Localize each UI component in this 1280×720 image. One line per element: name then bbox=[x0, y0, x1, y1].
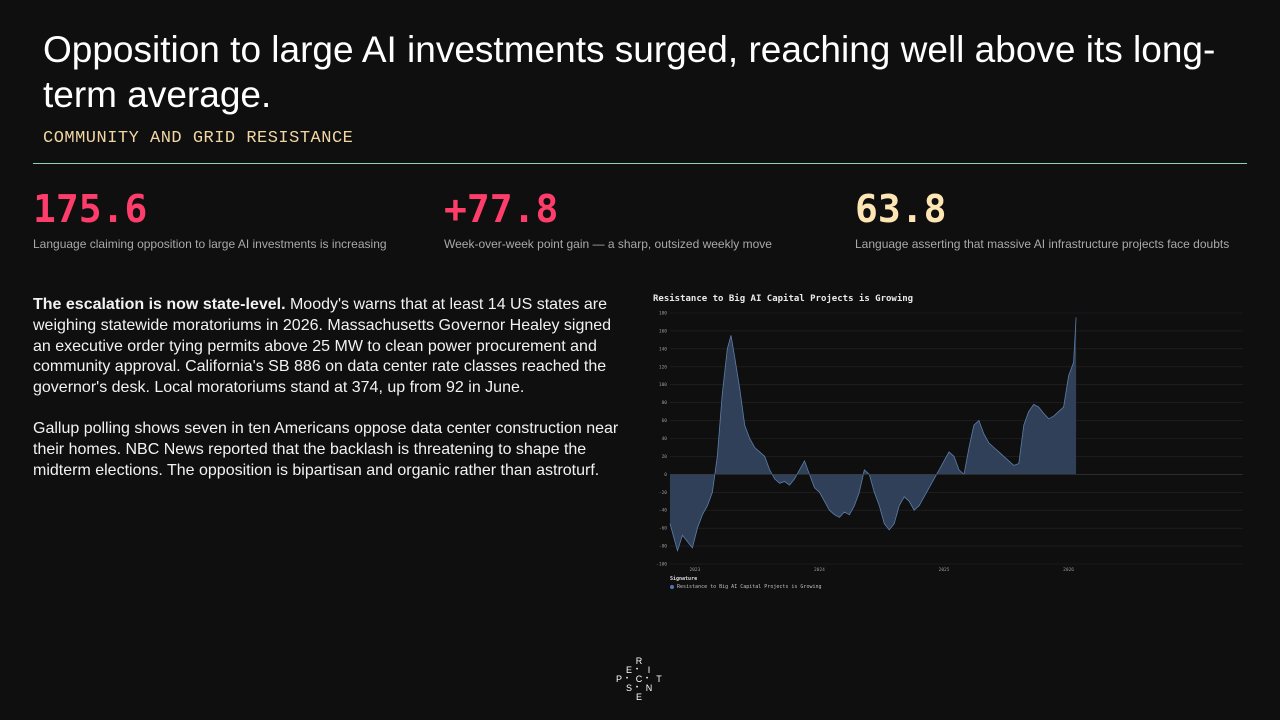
y-tick-label: -60 bbox=[659, 526, 667, 532]
series-area bbox=[670, 317, 1077, 551]
legend-swatch bbox=[670, 585, 674, 589]
x-tick-label: 2026 bbox=[1063, 567, 1074, 573]
chart: Resistance to Big AI Capital Projects is… bbox=[651, 290, 1251, 595]
x-tick-label: 2023 bbox=[689, 567, 700, 573]
body-text: The escalation is now state-level. Moody… bbox=[33, 295, 633, 501]
chart-title: Resistance to Big AI Capital Projects is… bbox=[653, 294, 914, 304]
y-tick-label: 80 bbox=[662, 400, 668, 406]
y-tick-label: -20 bbox=[659, 490, 667, 496]
logo-dot: • bbox=[635, 667, 639, 673]
y-tick-label: 160 bbox=[659, 328, 667, 334]
logo-letter: C bbox=[635, 674, 643, 684]
y-tick-label: -80 bbox=[659, 544, 667, 550]
legend-entry: Resistance to Big AI Capital Projects is… bbox=[670, 584, 822, 590]
logo-letter: E bbox=[625, 665, 632, 675]
logo-letter: P bbox=[615, 674, 622, 684]
y-tick-label: 0 bbox=[664, 472, 667, 478]
stat-block-doubts: 63.8 Language asserting that massive AI … bbox=[855, 186, 1245, 252]
logo: R E I P C T S N E • • • • bbox=[612, 656, 668, 702]
stat-description: Week-over-week point gain — a sharp, out… bbox=[444, 237, 772, 251]
stat-value: 175.6 bbox=[33, 187, 148, 231]
logo-letter: R bbox=[635, 656, 643, 666]
chart-plot: -100 -80 -60 -40 -20 0 20 40 60 80 100 120 140 160 180… bbox=[656, 311, 1243, 573]
stat-description: Language asserting that massive AI infra… bbox=[855, 237, 1230, 251]
stat-block-weekly-gain: +77.8 Week-over-week point gain — a shar… bbox=[444, 186, 834, 252]
logo-letter: N bbox=[645, 683, 653, 693]
stat-description: Language claiming opposition to large AI… bbox=[33, 237, 387, 251]
logo-letter: S bbox=[625, 683, 632, 693]
logo-dot: • bbox=[635, 685, 639, 691]
stat-value: +77.8 bbox=[444, 187, 559, 231]
y-tick-label: 40 bbox=[662, 436, 668, 442]
stat-block-opposition: 175.6 Language claiming opposition to la… bbox=[33, 186, 423, 252]
page-title: Opposition to large AI investments surge… bbox=[43, 29, 1216, 115]
legend-label: Resistance to Big AI Capital Projects is… bbox=[677, 584, 822, 590]
legend-title: Signature bbox=[670, 576, 698, 582]
y-tick-label: -100 bbox=[656, 562, 667, 568]
stat-value: 63.8 bbox=[855, 187, 947, 231]
divider-rule bbox=[33, 163, 1247, 164]
body-paragraph-2: Gallup polling shows seven in ten Americ… bbox=[33, 419, 619, 479]
y-tick-label: 100 bbox=[659, 382, 667, 388]
x-tick-label: 2024 bbox=[814, 567, 825, 573]
logo-letter: I bbox=[647, 665, 651, 675]
y-tick-label: 20 bbox=[662, 454, 668, 460]
logo-dot: • bbox=[645, 676, 649, 682]
y-tick-label: -40 bbox=[659, 508, 667, 514]
y-tick-label: 60 bbox=[662, 418, 668, 424]
body-paragraph-1-text: Moody's warns that at least 14 US states… bbox=[33, 296, 612, 397]
x-tick-label: 2025 bbox=[939, 567, 950, 573]
page-subtitle: COMMUNITY AND GRID RESISTANCE bbox=[43, 129, 354, 148]
y-tick-label: 180 bbox=[659, 311, 667, 317]
logo-letter: T bbox=[656, 674, 662, 684]
body-lead-bold: The escalation is now state-level. bbox=[33, 296, 286, 313]
y-tick-label: 140 bbox=[659, 346, 667, 352]
logo-letter: E bbox=[635, 692, 642, 702]
body-paragraph-1: The escalation is now state-level. Moody… bbox=[33, 295, 633, 399]
series-line bbox=[669, 317, 1077, 552]
logo-dot: • bbox=[625, 676, 629, 682]
y-tick-label: 120 bbox=[659, 364, 667, 370]
